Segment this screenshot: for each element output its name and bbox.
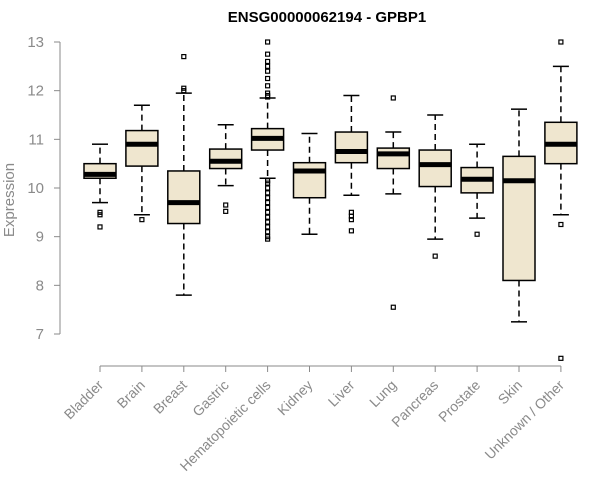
chart-title: ENSG00000062194 - GPBP1 [228, 9, 426, 26]
iqr-box [376, 147, 411, 170]
box-skin [502, 108, 536, 323]
outlier-point [265, 214, 271, 220]
box-pancreas [418, 114, 452, 259]
box-lung [376, 95, 411, 310]
outlier-point [265, 219, 271, 225]
outlier-point [265, 185, 271, 191]
x-tick-label: Kidney [274, 377, 316, 419]
iqr-box [125, 129, 159, 167]
box-series [83, 39, 578, 361]
box-brain [125, 104, 159, 223]
box-hematopoietic-cells [250, 39, 285, 242]
box-liver [334, 94, 369, 234]
outlier-point [181, 88, 187, 94]
iqr-box [502, 155, 536, 282]
outlier-point [558, 221, 564, 228]
iqr-box [334, 131, 369, 164]
x-tick-label: Breast [150, 377, 190, 417]
outlier-point [265, 75, 271, 82]
x-tick-label: Prostate [435, 377, 483, 425]
y-tick-label: 11 [28, 131, 44, 148]
y-tick-label: 12 [27, 83, 44, 100]
box-unknown-other [544, 39, 578, 361]
iqr-box [292, 161, 327, 199]
outlier-point [348, 228, 354, 234]
y-axis: 7 8 9 10 11 12 13 [27, 34, 61, 343]
x-tick-label: Brain [114, 377, 148, 411]
outlier-point [265, 83, 271, 89]
x-tick-label: Unknown / Other [481, 377, 567, 463]
box-bladder [83, 143, 117, 230]
outlier-point [265, 180, 271, 186]
iqr-box [167, 170, 201, 225]
x-tick-label: Skin [495, 377, 526, 408]
outlier-point [390, 304, 396, 310]
box-prostate [460, 143, 494, 237]
outlier-point [265, 63, 271, 69]
outlier-point [558, 355, 564, 361]
outlier-point [265, 58, 271, 65]
outlier-point [265, 51, 271, 57]
outlier-point [265, 224, 271, 230]
x-tick-label: Pancreas [388, 377, 441, 430]
outlier-point [558, 39, 564, 45]
y-axis-label: Expression [1, 163, 18, 237]
x-tick-label: Lung [366, 377, 399, 410]
outlier-point [265, 236, 271, 242]
outlier-point [265, 190, 271, 196]
outlier-point [181, 53, 187, 60]
outlier-point [97, 212, 103, 218]
outlier-point [265, 39, 271, 45]
outlier-point [265, 229, 271, 235]
outlier-point [265, 94, 271, 100]
box-kidney [292, 132, 327, 235]
outlier-point [265, 209, 271, 215]
y-tick-label: 7 [36, 326, 44, 343]
outlier-point [265, 68, 271, 74]
outlier-point [390, 95, 396, 101]
x-tick-label: Bladder [61, 377, 107, 423]
outlier-point [348, 217, 354, 223]
iqr-box [418, 149, 452, 188]
outlier-point [223, 202, 229, 208]
box-breast [167, 53, 201, 296]
y-tick-label: 9 [36, 229, 44, 246]
y-tick-label: 13 [27, 34, 44, 51]
outlier-point [97, 224, 103, 230]
x-tick-label: Liver [325, 377, 358, 410]
outlier-point [139, 217, 145, 223]
y-tick-label: 8 [36, 277, 44, 294]
outlier-point [223, 208, 229, 214]
outlier-point [265, 195, 271, 201]
outlier-point [265, 204, 271, 211]
outlier-point [474, 231, 480, 237]
y-tick-label: 10 [27, 180, 44, 197]
outlier-point [432, 253, 438, 259]
outlier-point [265, 200, 271, 206]
box-gastric [208, 123, 243, 214]
